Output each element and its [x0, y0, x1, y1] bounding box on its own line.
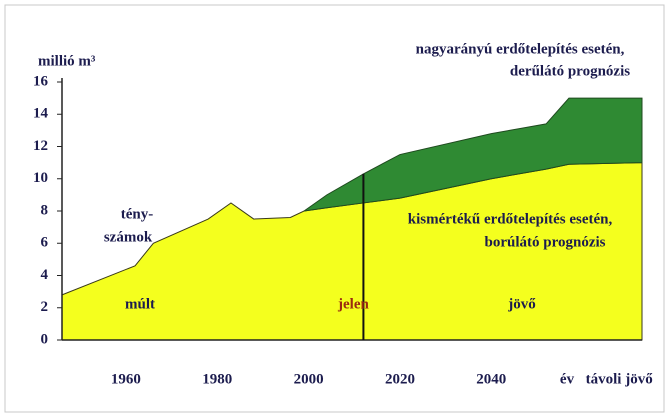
y-tick-label: 16: [33, 73, 49, 89]
y-tick-label: 10: [33, 170, 48, 186]
x-tick-label: távoli jövő: [586, 371, 654, 387]
present-label: jelen: [337, 296, 369, 312]
annotation: nagyarányú erdőtelepítés esetén,: [416, 41, 625, 57]
x-tick-label: 1960: [111, 371, 141, 387]
annotation: múlt: [125, 296, 155, 312]
annotation: derűlátó prognózis: [510, 63, 630, 79]
x-tick-label: 2000: [294, 371, 324, 387]
x-tick-label: 2040: [476, 371, 506, 387]
y-tick-label: 4: [41, 267, 49, 283]
y-tick-label: 8: [41, 202, 49, 218]
x-axis-label: év: [560, 371, 575, 387]
x-tick-label: 1980: [202, 371, 232, 387]
annotation: jövő: [507, 296, 536, 312]
annotation: kismértékű erdőtelepítés esetén,: [408, 211, 613, 227]
y-tick-label: 2: [41, 299, 49, 315]
annotation: tény-: [121, 206, 154, 222]
x-tick-label: 2020: [385, 371, 415, 387]
area: [303, 97, 643, 212]
y-tick-label: 14: [33, 106, 49, 122]
y-tick-label: 6: [41, 235, 49, 251]
annotation: borúlátó prognózis: [485, 234, 606, 250]
y-tick-label: 0: [41, 331, 49, 347]
y-tick-label: 12: [33, 138, 48, 154]
y-axis-label: millió m³: [38, 53, 96, 69]
annotation: számok: [104, 229, 153, 245]
